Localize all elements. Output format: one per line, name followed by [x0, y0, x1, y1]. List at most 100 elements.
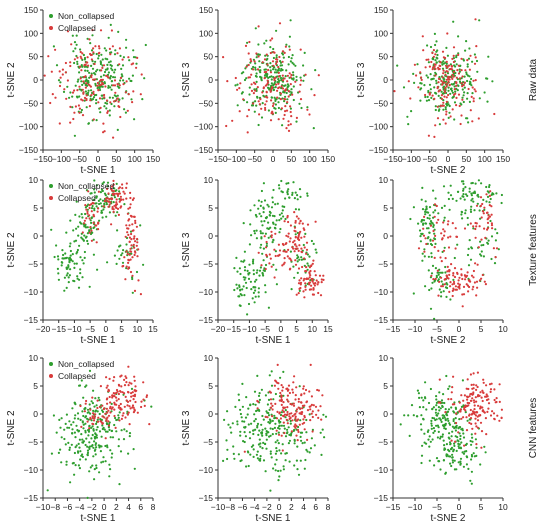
non-collapsed-point [432, 427, 435, 430]
collapsed-point [433, 215, 436, 218]
collapsed-point [473, 281, 476, 284]
non-collapsed-point [264, 394, 267, 397]
non-collapsed-point [250, 234, 253, 237]
collapsed-point [315, 279, 318, 282]
non-collapsed-point [277, 77, 280, 81]
collapsed-point [459, 408, 462, 411]
non-collapsed-point [429, 307, 433, 310]
collapsed-point [483, 227, 486, 230]
non-collapsed-point [293, 442, 296, 445]
non-collapsed-point [456, 243, 459, 246]
non-collapsed-point [82, 262, 85, 265]
non-collapsed-point [131, 277, 134, 281]
collapsed-point [283, 51, 286, 55]
collapsed-point [281, 389, 284, 392]
collapsed-point [446, 275, 449, 278]
collapsed-point [301, 407, 304, 410]
non-collapsed-point [268, 210, 271, 213]
x-tick-label: −5 [260, 324, 270, 334]
non-collapsed-point [113, 76, 117, 79]
non-collapsed-point [87, 122, 90, 125]
non-collapsed-point [262, 459, 266, 462]
non-collapsed-point [74, 47, 77, 50]
non-collapsed-point [239, 434, 242, 437]
non-collapsed-point [102, 460, 105, 463]
non-collapsed-point [94, 433, 97, 436]
collapsed-point [471, 120, 474, 123]
non-collapsed-point [443, 444, 446, 447]
non-collapsed-point [236, 287, 239, 290]
y-tick-label: 100 [374, 28, 388, 38]
non-collapsed-point [437, 406, 440, 409]
non-collapsed-point [408, 434, 411, 437]
non-collapsed-point [108, 96, 111, 99]
collapsed-point [291, 388, 294, 391]
non-collapsed-point [113, 187, 116, 190]
collapsed-point [128, 206, 132, 209]
collapsed-point [432, 55, 435, 58]
collapsed-point [481, 406, 484, 409]
non-collapsed-point [427, 99, 431, 102]
collapsed-point [142, 381, 145, 384]
collapsed-point [132, 237, 135, 240]
non-collapsed-point [256, 269, 259, 272]
non-collapsed-point [456, 89, 459, 92]
collapsed-point [448, 78, 451, 81]
collapsed-point [429, 224, 432, 227]
non-collapsed-point [424, 222, 427, 225]
non-collapsed-point [261, 224, 264, 227]
collapsed-point [473, 404, 476, 407]
non-collapsed-point [286, 431, 289, 434]
non-collapsed-point [471, 440, 474, 443]
collapsed-point [452, 288, 455, 291]
non-collapsed-point [81, 438, 84, 441]
collapsed-point [420, 78, 423, 81]
non-collapsed-point [91, 433, 94, 437]
non-collapsed-point [116, 249, 119, 252]
non-collapsed-point [81, 259, 84, 262]
y-axis-label: t-SNE 2 [6, 62, 17, 97]
collapsed-point [447, 80, 450, 83]
non-collapsed-point [480, 254, 483, 257]
collapsed-point [445, 113, 448, 116]
non-collapsed-point [310, 88, 313, 91]
collapsed-point [128, 240, 131, 243]
non-collapsed-point [63, 437, 66, 441]
non-collapsed-point [84, 79, 87, 83]
collapsed-point [309, 419, 312, 422]
collapsed-point [308, 283, 311, 286]
non-collapsed-point [89, 466, 92, 469]
collapsed-point [291, 93, 294, 96]
collapsed-point [300, 79, 303, 82]
collapsed-point [283, 113, 286, 117]
non-collapsed-point [491, 80, 494, 83]
collapsed-point [131, 223, 134, 226]
non-collapsed-point [75, 252, 78, 255]
non-collapsed-point [105, 49, 108, 52]
collapsed-point [236, 88, 239, 91]
collapsed-point [112, 183, 115, 186]
collapsed-point [96, 399, 99, 402]
non-collapsed-point [144, 43, 147, 47]
collapsed-point [88, 214, 91, 217]
collapsed-point [305, 241, 309, 244]
collapsed-point [127, 384, 130, 387]
non-collapsed-point [248, 437, 252, 440]
non-collapsed-point [119, 79, 122, 82]
collapsed-point [297, 418, 300, 421]
collapsed-point [92, 221, 95, 224]
non-collapsed-point [299, 419, 302, 422]
collapsed-point [472, 383, 475, 386]
collapsed-point [91, 29, 94, 32]
collapsed-point [257, 55, 260, 58]
non-collapsed-point [86, 204, 89, 208]
collapsed-point [282, 406, 285, 409]
non-collapsed-point [446, 417, 449, 420]
non-collapsed-point [485, 77, 488, 80]
collapsed-point [482, 378, 485, 381]
non-collapsed-point [493, 262, 497, 265]
non-collapsed-point [261, 428, 264, 431]
non-collapsed-point [466, 194, 469, 197]
collapsed-point [254, 89, 257, 92]
collapsed-point [250, 60, 253, 63]
